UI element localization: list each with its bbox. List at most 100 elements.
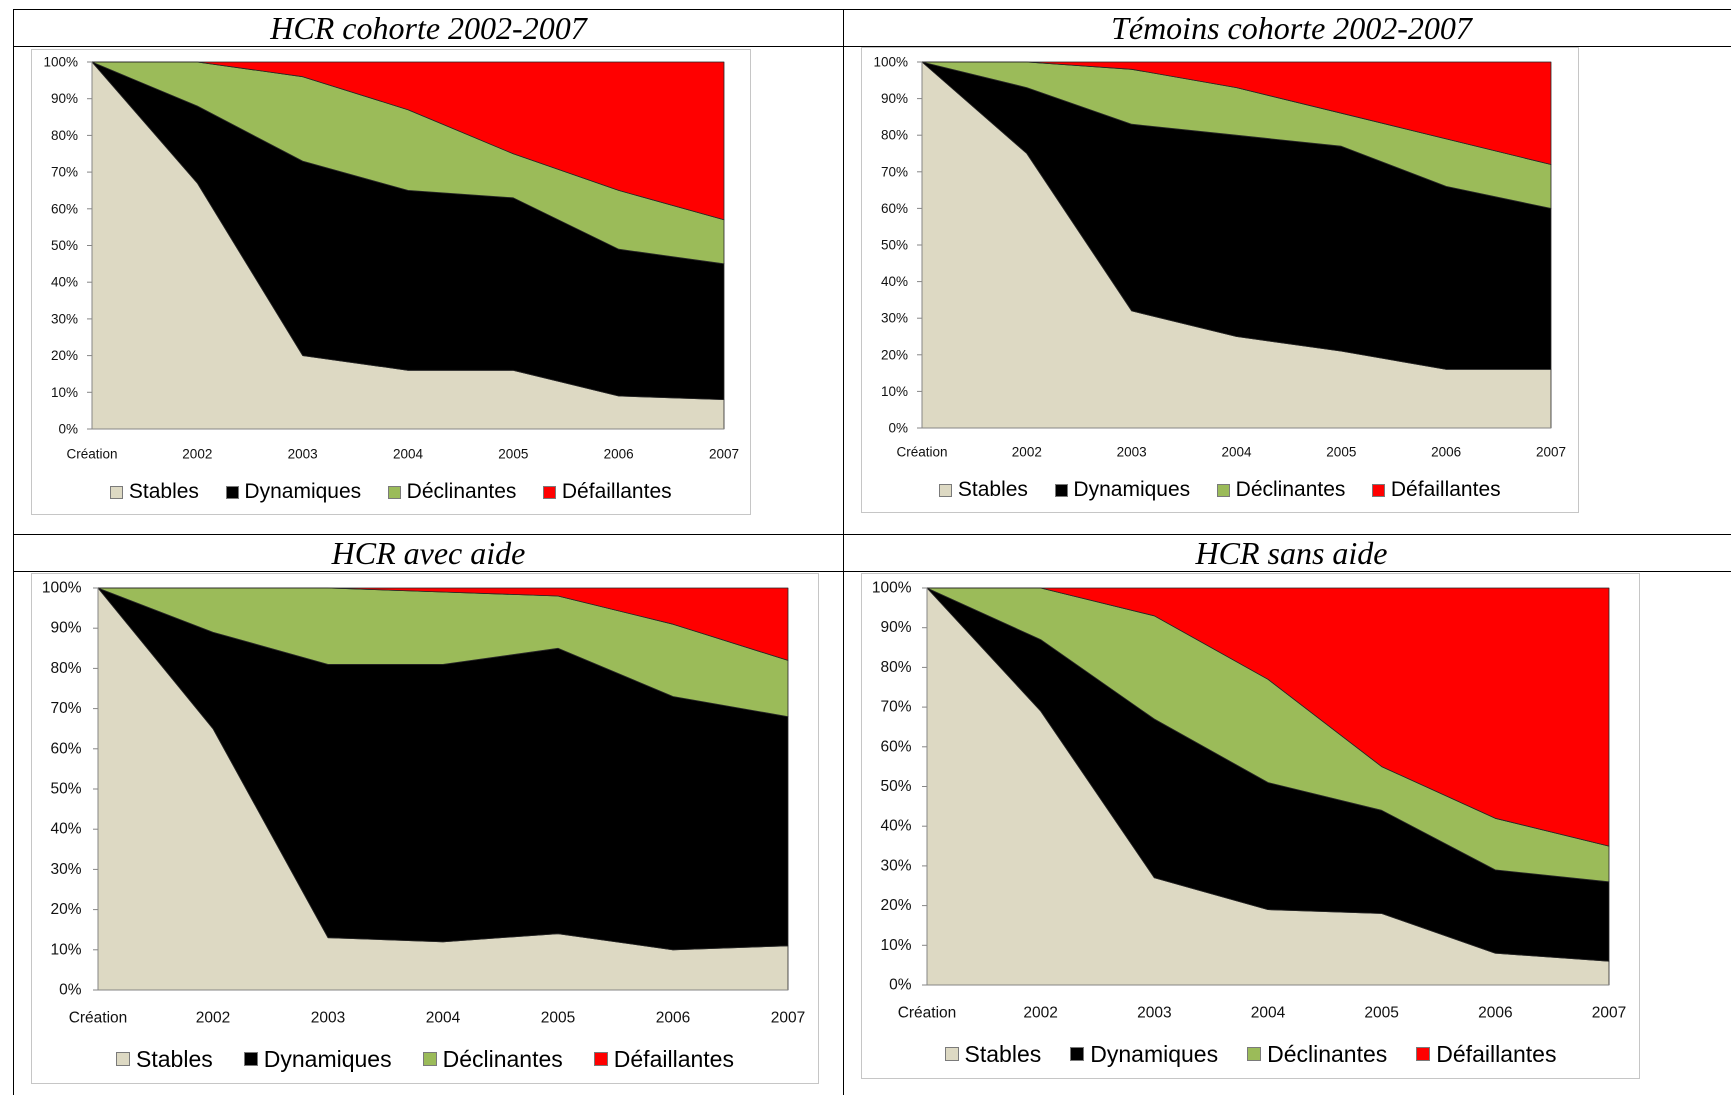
panel-title: HCR sans aide — [1195, 535, 1388, 571]
legend-label: Stables — [957, 478, 1028, 501]
y-tick-label: 0% — [59, 982, 82, 999]
y-tick-label: 20% — [51, 348, 78, 363]
legend-item-defaillantes: Défaillantes — [1416, 1041, 1556, 1067]
legend-label: Dynamiques — [1090, 1041, 1219, 1067]
chart-svg: 0% 10% 20% 30% 40% 50% 60% 70% 80% 90% 100% Créatio… — [43, 55, 739, 462]
x-tick-label: 2007 — [771, 1010, 805, 1027]
legend-swatch — [243, 1052, 258, 1066]
table-rule-header-2-bottom — [13, 571, 1731, 572]
series-area-defaillantes — [921, 61, 1552, 165]
legend: Stables Dynamiques Déclinantes Défaillantes — [32, 479, 750, 505]
chart-svg: 0% 10% 20% 30% 40% 50% 60% 70% 80% 90% 100% Créatio… — [872, 580, 1626, 1022]
y-tick-label: 40% — [50, 821, 81, 838]
y-tick-label: 90% — [50, 620, 81, 637]
legend-swatch — [422, 1052, 437, 1066]
series-area-defaillantes — [926, 587, 1610, 847]
y-tick-label: 70% — [880, 699, 911, 716]
legend-item-declinantes: Déclinantes — [388, 479, 516, 505]
table-rule-middle — [843, 9, 844, 1095]
x-tick-label: Création — [69, 1010, 128, 1027]
legend-label: Stables — [136, 1046, 213, 1072]
y-tick-label: 80% — [880, 659, 911, 676]
legend-item-declinantes: Déclinantes — [1247, 1041, 1387, 1067]
legend-item-stables: Stables — [110, 479, 199, 505]
y-tick-label: 50% — [881, 238, 908, 253]
legend-label: Dynamiques — [1073, 478, 1191, 501]
legend-item-dynamiques: Dynamiques — [225, 479, 362, 505]
y-tick-label: 100% — [873, 55, 908, 70]
series-area-defaillantes — [91, 61, 725, 221]
y-tick-label: 90% — [881, 91, 908, 106]
legend-swatch — [1247, 1047, 1262, 1061]
x-tick-label: Création — [896, 445, 947, 460]
x-tick-label: 2007 — [1536, 445, 1566, 460]
y-tick-label: 30% — [880, 857, 911, 874]
x-tick-label: 2007 — [709, 447, 739, 462]
y-tick-label: 50% — [880, 778, 911, 795]
x-tick-label: 2005 — [1364, 1005, 1398, 1022]
series-areas — [926, 587, 1610, 986]
legend-label: Stables — [964, 1041, 1042, 1067]
x-tick-label: 2006 — [1431, 445, 1461, 460]
x-tick-label: 2004 — [393, 447, 424, 462]
legend-label: Stables — [128, 480, 199, 503]
legend-label: Défaillantes — [1436, 1041, 1557, 1067]
legend-swatch — [1372, 483, 1386, 497]
y-tick-label: 80% — [50, 660, 81, 677]
y-tick-label: 0% — [58, 422, 78, 437]
y-tick-label: 100% — [43, 55, 78, 70]
legend-label: Défaillantes — [561, 480, 672, 503]
y-tick-label: 70% — [881, 164, 908, 179]
y-tick-label: 70% — [50, 700, 81, 717]
legend-swatch — [388, 485, 402, 499]
legend-swatch — [939, 483, 953, 497]
legend-item-defaillantes: Défaillantes — [1372, 477, 1501, 503]
panel-title: HCR avec aide — [331, 535, 526, 571]
y-tick-label: 20% — [50, 901, 81, 918]
legend-swatch — [543, 485, 557, 499]
x-tick-label: 2006 — [1478, 1005, 1512, 1022]
legend-swatch — [1054, 483, 1068, 497]
y-tick-label: 50% — [50, 781, 81, 798]
x-tick-label: Création — [66, 447, 117, 462]
legend-swatch — [1217, 483, 1231, 497]
legend-item-dynamiques: Dynamiques — [1070, 1041, 1218, 1067]
chart-frame: 0% 10% 20% 30% 40% 50% 60% 70% 80% 90% 100% Créatio… — [861, 573, 1640, 1079]
y-tick-label: 60% — [50, 740, 81, 757]
table-rule-left — [13, 9, 14, 1095]
x-tick-label: 2002 — [196, 1010, 230, 1027]
y-tick-label: 20% — [880, 897, 911, 914]
legend-item-stables: Stables — [939, 477, 1028, 503]
y-tick-label: 60% — [881, 201, 908, 216]
x-tick-label: 2002 — [182, 447, 212, 462]
y-tick-label: 40% — [51, 275, 78, 290]
legend-swatch — [116, 1052, 131, 1066]
legend-swatch — [944, 1047, 959, 1061]
series-areas — [91, 61, 725, 430]
y-tick-label: 10% — [50, 941, 81, 958]
legend-label: Dynamiques — [244, 480, 362, 503]
chart-frame: 0% 10% 20% 30% 40% 50% 60% 70% 80% 90% 100% Créatio… — [861, 47, 1579, 513]
y-tick-label: 40% — [881, 274, 908, 289]
x-tick-label: 2006 — [604, 447, 634, 462]
x-tick-label: 2003 — [1117, 445, 1147, 460]
legend-item-dynamiques: Dynamiques — [1054, 477, 1191, 503]
legend-label: Déclinantes — [1235, 478, 1346, 501]
legend-item-stables: Stables — [116, 1046, 213, 1072]
y-tick-label: 10% — [880, 937, 911, 954]
legend-label: Défaillantes — [613, 1046, 734, 1072]
y-tick-label: 80% — [881, 128, 908, 143]
y-tick-label: 80% — [51, 128, 78, 143]
y-tick-label: 40% — [880, 818, 911, 835]
y-tick-label: 90% — [51, 91, 78, 106]
legend-label: Dynamiques — [263, 1046, 392, 1072]
y-tick-label: 60% — [51, 201, 78, 216]
chart-frame: 0% 10% 20% 30% 40% 50% 60% 70% 80% 90% 100% Créatio… — [31, 49, 751, 515]
chart-svg: 0% 10% 20% 30% 40% 50% 60% 70% 80% 90% 100% Créatio… — [873, 55, 1566, 460]
panel-title: HCR cohorte 2002-2007 — [270, 10, 587, 46]
y-tick-label: 100% — [42, 580, 82, 597]
y-tick-label: 10% — [881, 384, 908, 399]
x-tick-label: 2004 — [1221, 445, 1252, 460]
x-tick-label: 2005 — [498, 447, 528, 462]
legend-label: Déclinantes — [406, 480, 517, 503]
